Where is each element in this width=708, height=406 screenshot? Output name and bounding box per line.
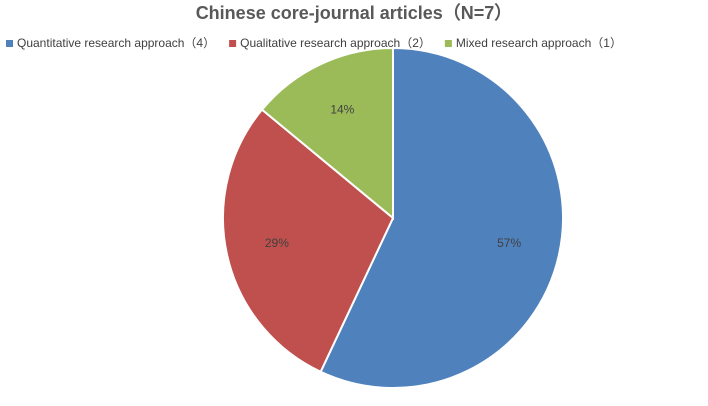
legend-swatch (229, 40, 237, 47)
legend-swatch (6, 40, 13, 47)
legend-label: Qualitative research approach（2） (240, 36, 431, 50)
pie-slice (222, 108, 395, 374)
pie-slice (260, 46, 394, 221)
pie-slice (319, 46, 564, 389)
legend-swatch (444, 40, 452, 47)
legend-label: Quantitative research approach（4） (17, 36, 215, 50)
legend-label: Mixed research approach（1） (456, 36, 622, 50)
data-label: 29% (265, 236, 289, 250)
data-label: 57% (497, 236, 521, 250)
data-label: 14% (330, 102, 354, 116)
chart-title: Chinese core-journal articles（N=7） (196, 3, 513, 23)
